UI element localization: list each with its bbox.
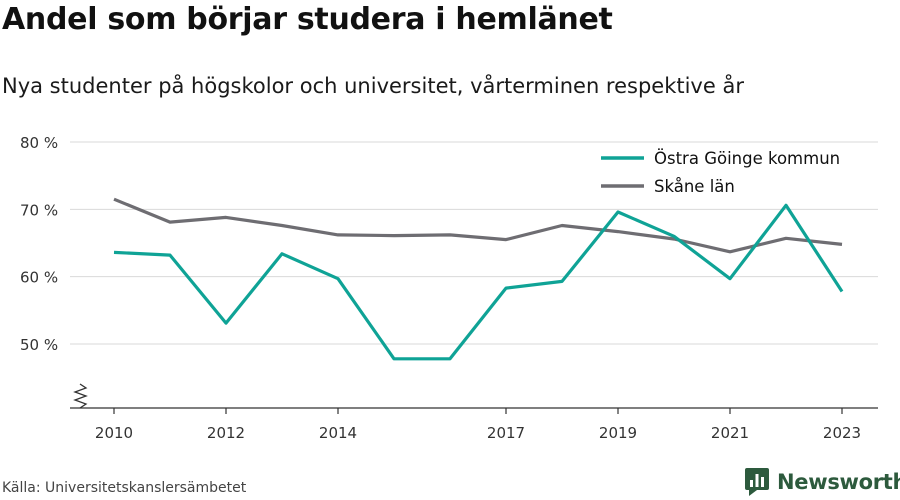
y-tick-label: 70 % bbox=[20, 201, 58, 219]
chart-subtitle: Nya studenter på högskolor och universit… bbox=[2, 74, 744, 98]
x-tick-label: 2023 bbox=[823, 424, 861, 442]
legend-label: Skåne län bbox=[654, 177, 735, 196]
series-line-skane bbox=[113, 197, 843, 254]
series-line-ostra-goinge bbox=[113, 203, 844, 361]
x-tick-label: 2017 bbox=[487, 424, 525, 442]
legend-background bbox=[596, 143, 876, 201]
legend-label: Östra Göinge kommun bbox=[654, 149, 840, 168]
y-tick-label: 60 % bbox=[20, 269, 58, 287]
y-tick-label: 50 % bbox=[20, 336, 58, 354]
chart-title: Andel som börjar studera i hemlänet bbox=[2, 2, 613, 37]
bar-chart-logo-icon bbox=[745, 468, 769, 496]
x-tick-label: 2012 bbox=[207, 424, 245, 442]
y-tick-label: 80 % bbox=[20, 134, 58, 152]
x-tick-label: 2021 bbox=[711, 424, 749, 442]
source-note: Källa: Universitetskanslersämbetet bbox=[2, 480, 247, 496]
brand-logo: Newsworthy bbox=[745, 468, 900, 496]
x-tick-label: 2010 bbox=[95, 424, 133, 442]
x-tick-label: 2014 bbox=[319, 424, 357, 442]
legend: Östra Göinge kommun Skåne län bbox=[596, 143, 876, 201]
x-tick-label: 2019 bbox=[599, 424, 637, 442]
brand-name: Newsworthy bbox=[777, 470, 900, 494]
axis-break-icon bbox=[73, 383, 88, 409]
